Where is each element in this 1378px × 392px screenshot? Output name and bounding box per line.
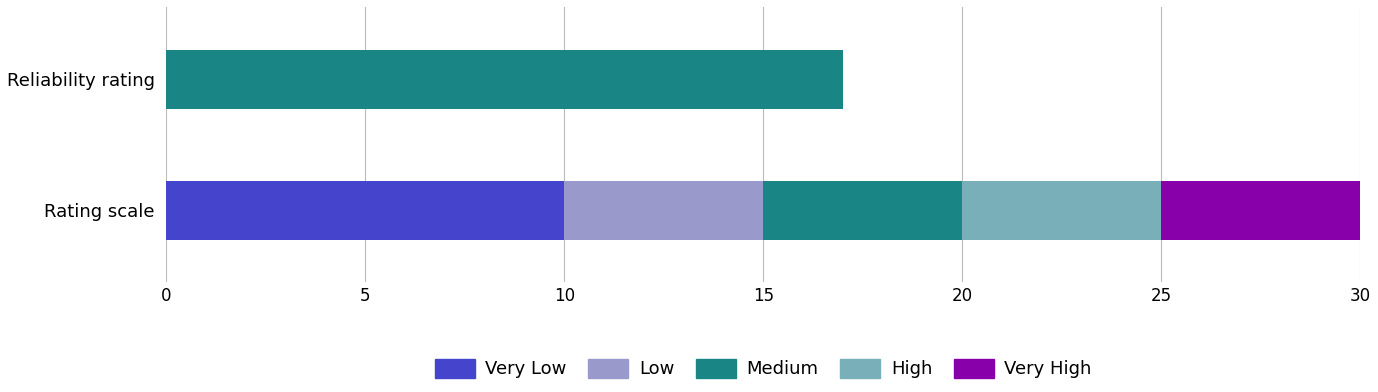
- Legend: Very Low, Low, Medium, High, Very High: Very Low, Low, Medium, High, Very High: [427, 352, 1100, 386]
- Bar: [167, 49, 843, 109]
- Bar: [763, 181, 962, 240]
- Bar: [167, 181, 564, 240]
- Bar: [962, 181, 1162, 240]
- Bar: [564, 181, 763, 240]
- Bar: [1162, 181, 1360, 240]
